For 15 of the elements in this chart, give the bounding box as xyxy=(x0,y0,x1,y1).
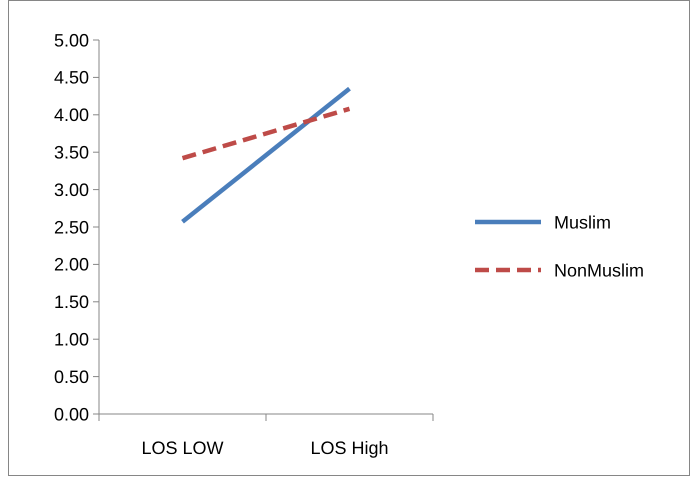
y-tick-label: 1.00 xyxy=(54,330,89,350)
y-tick-label: 5.00 xyxy=(54,30,89,50)
legend-label: NonMuslim xyxy=(554,260,644,280)
x-tick-label: LOS LOW xyxy=(141,438,224,458)
y-tick-label: 4.50 xyxy=(54,68,89,88)
x-tick-label: LOS High xyxy=(310,438,389,458)
y-tick-label: 2.50 xyxy=(54,217,89,238)
y-tick-label: 0.00 xyxy=(54,404,89,424)
y-tick-label: 3.00 xyxy=(54,180,89,200)
y-tick-label: 4.00 xyxy=(54,105,89,126)
legend-label: Muslim xyxy=(554,212,611,232)
y-tick-label: 3.50 xyxy=(54,142,89,162)
y-tick-label: 0.50 xyxy=(54,366,89,387)
y-tick-label: 2.00 xyxy=(54,254,89,275)
y-tick-label: 1.50 xyxy=(54,292,89,312)
